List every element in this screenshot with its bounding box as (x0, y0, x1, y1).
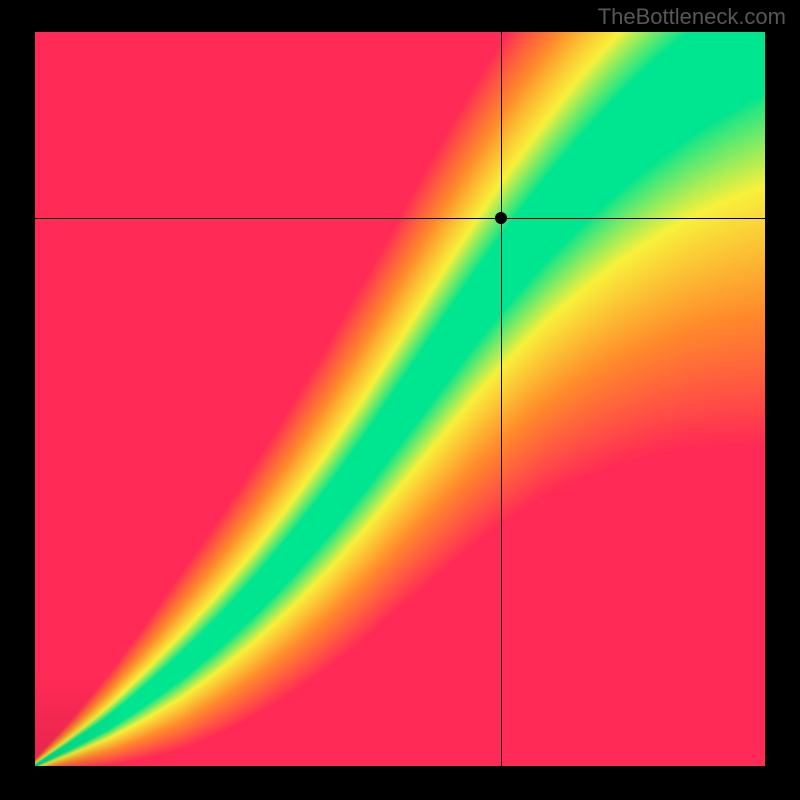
crosshair-vertical-line (501, 32, 502, 766)
watermark-text: TheBottleneck.com (598, 4, 786, 30)
heatmap-plot-area (35, 32, 765, 766)
crosshair-horizontal-line (35, 218, 765, 219)
crosshair-marker-dot (495, 212, 507, 224)
heatmap-canvas (35, 32, 765, 766)
